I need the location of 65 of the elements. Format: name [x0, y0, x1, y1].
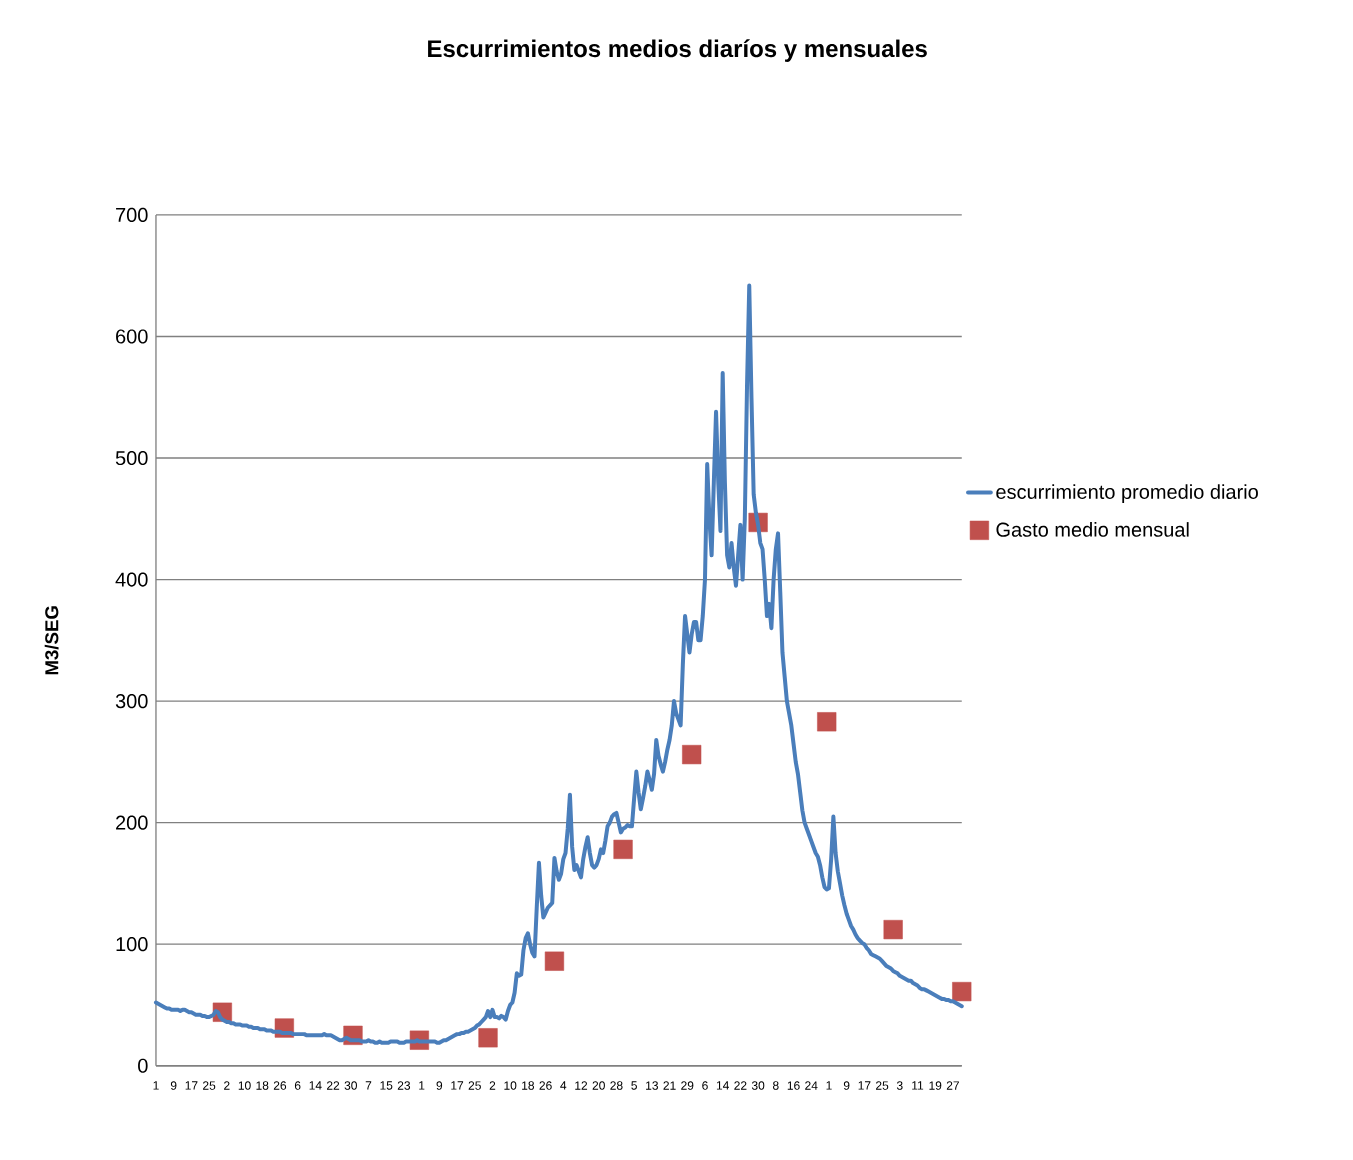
- x-tick-label: 6: [702, 1081, 708, 1090]
- x-tick-label: 23: [397, 1081, 411, 1090]
- x-tick-label: 30: [751, 1081, 765, 1090]
- chart-title: Escurrimientos medios diaríos y mensuales: [428, 39, 927, 63]
- x-tick-label: 12: [575, 1081, 588, 1090]
- x-tick-label: 4: [560, 1081, 567, 1090]
- x-tick-label: 29: [681, 1081, 694, 1090]
- x-tick-label: 19: [929, 1081, 942, 1090]
- point: [682, 745, 702, 765]
- x-tick-label: 2: [489, 1081, 496, 1090]
- x-tick-label: 9: [170, 1081, 177, 1090]
- x-tick-label: 11: [912, 1081, 924, 1090]
- x-tick-label: 26: [273, 1081, 287, 1090]
- x-tick-label: 24: [805, 1081, 818, 1090]
- y-tick-label: 300: [115, 694, 148, 709]
- y-tick-label: 500: [115, 451, 148, 466]
- point: [613, 839, 633, 860]
- x-tick-label: 25: [876, 1081, 889, 1090]
- x-tick-label: 26: [539, 1081, 552, 1090]
- x-tick-label: 1: [826, 1081, 832, 1090]
- x-tick-label: 10: [504, 1081, 517, 1090]
- point: [478, 1028, 498, 1048]
- y-tick-label: 100: [116, 937, 148, 952]
- x-tick-label: 6: [294, 1081, 301, 1090]
- x-tick-label: 28: [610, 1081, 623, 1090]
- point: [952, 982, 972, 1002]
- point: [817, 712, 837, 732]
- x-tick-label: 16: [787, 1081, 800, 1090]
- x-tick-label: 10: [238, 1081, 251, 1090]
- legend-label: Gasto medio mensual: [996, 522, 1189, 537]
- legend-label: escurrimiento promedio diario: [996, 484, 1258, 504]
- x-tick-label: 2: [224, 1081, 230, 1090]
- x-tick-label: 18: [522, 1081, 535, 1090]
- x-tick-label: 20: [592, 1081, 605, 1090]
- y-tick-label: 400: [115, 572, 148, 587]
- x-tick-label: 3: [896, 1081, 903, 1090]
- x-tick-label: 9: [843, 1081, 850, 1090]
- x-tick-label: 17: [185, 1081, 198, 1090]
- x-tick-label: 30: [344, 1081, 357, 1090]
- x-tick-label: 22: [327, 1081, 340, 1090]
- x-tick-label: 14: [309, 1081, 322, 1090]
- x-tick-label: 22: [734, 1081, 747, 1090]
- y-tick-label: 0: [138, 1058, 148, 1073]
- x-tick-label: 18: [256, 1081, 269, 1090]
- y-tick-label: 600: [116, 329, 148, 344]
- x-tick-label: 25: [468, 1081, 481, 1090]
- y-tick-label: 700: [116, 208, 148, 223]
- x-tick-label: 13: [646, 1081, 658, 1090]
- x-tick-label: 17: [858, 1081, 871, 1090]
- x-tick-label: 5: [631, 1081, 637, 1090]
- x-tick-label: 1: [153, 1081, 159, 1090]
- x-tick-label: 17: [451, 1081, 464, 1090]
- point: [883, 920, 903, 940]
- x-tick-label: 15: [380, 1081, 393, 1090]
- x-tick-label: 1: [419, 1081, 425, 1090]
- x-tick-label: 14: [716, 1081, 729, 1090]
- x-tick-label: 21: [663, 1081, 676, 1090]
- y-axis-title: M3/SEG: [44, 606, 59, 675]
- y-tick-label: 200: [116, 815, 148, 830]
- point: [544, 951, 565, 971]
- x-tick-label: 27: [946, 1081, 959, 1090]
- x-tick-label: 7: [365, 1081, 372, 1090]
- x-tick-label: 8: [773, 1081, 779, 1090]
- x-tick-label: 25: [203, 1081, 216, 1090]
- x-tick-label: 9: [436, 1081, 443, 1090]
